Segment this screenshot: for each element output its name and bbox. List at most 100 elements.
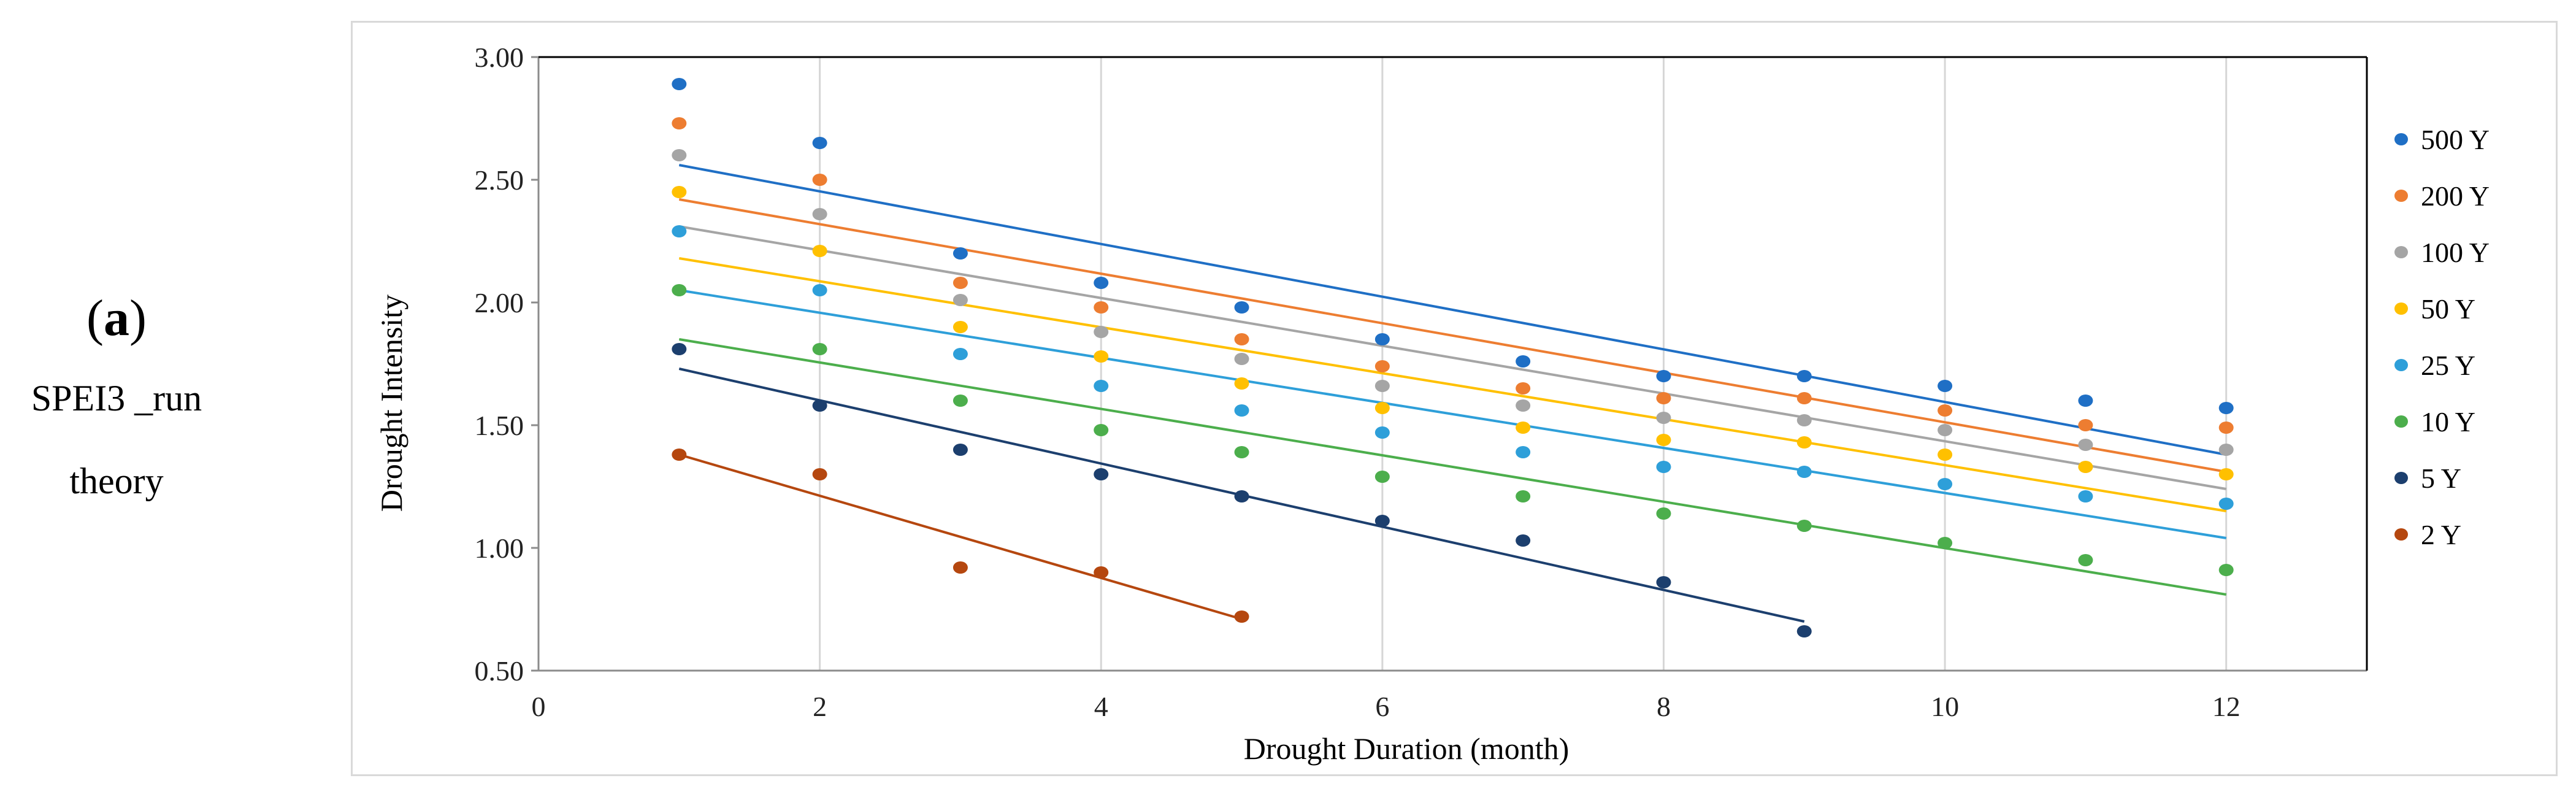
data-point-10y bbox=[1374, 471, 1390, 483]
data-point-500y bbox=[2078, 395, 2093, 407]
trendline-100y bbox=[678, 225, 2227, 490]
data-point-10y bbox=[1516, 490, 1531, 502]
data-point-50y bbox=[1094, 350, 1109, 363]
data-point-100y bbox=[812, 208, 827, 220]
tick-layer: 0.50 1.00 1.50 2.00 2.50 3.00 0 2 4 6 8 10 12 bbox=[475, 42, 2241, 722]
data-point-500y bbox=[1938, 380, 1953, 392]
data-point-50y bbox=[2078, 461, 2093, 473]
data-point-100y bbox=[953, 294, 968, 306]
data-point-200y bbox=[953, 277, 968, 289]
data-point-100y bbox=[1656, 412, 1671, 424]
panel-label-close: ) bbox=[129, 290, 147, 347]
trendline-10y bbox=[678, 338, 2227, 596]
legend-marker-2y bbox=[2394, 528, 2408, 541]
y-tick-label: 2.00 bbox=[475, 287, 524, 318]
legend-marker-25y bbox=[2394, 359, 2408, 371]
data-point-500y bbox=[812, 137, 827, 149]
data-point-500y bbox=[953, 247, 968, 260]
data-point-10y bbox=[1656, 507, 1671, 520]
data-point-25y bbox=[2218, 498, 2234, 510]
legend-marker-100y bbox=[2394, 246, 2408, 258]
legend-marker-200y bbox=[2394, 190, 2408, 202]
data-point-5y bbox=[1656, 576, 1671, 588]
data-point-25y bbox=[1374, 426, 1390, 439]
data-point-200y bbox=[1094, 301, 1109, 314]
data-point-500y bbox=[1094, 277, 1109, 289]
x-tick-label: 12 bbox=[2212, 691, 2241, 722]
data-point-5y bbox=[1516, 534, 1531, 547]
data-point-100y bbox=[1796, 414, 1812, 426]
legend-label-2y: 2 Y bbox=[2421, 519, 2461, 550]
data-point-25y bbox=[1094, 380, 1109, 392]
data-point-100y bbox=[672, 149, 687, 161]
data-point-2y bbox=[812, 468, 827, 480]
data-point-10y bbox=[1796, 520, 1812, 532]
data-point-10y bbox=[1938, 537, 1953, 549]
data-point-500y bbox=[1374, 333, 1390, 345]
data-point-100y bbox=[1938, 424, 1953, 436]
data-point-200y bbox=[1938, 404, 1953, 417]
legend-marker-500y bbox=[2394, 133, 2408, 145]
data-point-10y bbox=[2078, 554, 2093, 566]
data-point-25y bbox=[1938, 478, 1953, 490]
trendline-25y bbox=[678, 289, 2227, 539]
data-point-500y bbox=[1516, 355, 1531, 368]
y-axis-title: Drought Intensity bbox=[374, 295, 408, 512]
legend-label-25y: 25 Y bbox=[2421, 350, 2475, 381]
point-layer bbox=[672, 78, 2234, 637]
trend-layer bbox=[678, 164, 2227, 623]
theory-label: theory bbox=[69, 461, 164, 501]
data-point-200y bbox=[1516, 382, 1531, 395]
data-point-200y bbox=[1656, 392, 1671, 404]
method-label: SPEI3 _run bbox=[31, 378, 202, 418]
data-point-10y bbox=[812, 343, 827, 355]
data-point-2y bbox=[953, 561, 968, 574]
panel-label-open: ( bbox=[86, 290, 104, 347]
chart-svg: 0.50 1.00 1.50 2.00 2.50 3.00 0 2 4 6 8 10 12 Drough… bbox=[374, 42, 2490, 766]
data-point-25y bbox=[672, 225, 687, 237]
data-point-200y bbox=[2078, 419, 2093, 431]
legend-label-500y: 500 Y bbox=[2421, 124, 2490, 155]
x-tick-label: 2 bbox=[813, 691, 827, 722]
data-point-100y bbox=[1234, 353, 1249, 365]
trendline-200y bbox=[678, 198, 2227, 473]
data-point-25y bbox=[1796, 466, 1812, 478]
data-point-25y bbox=[2078, 490, 2093, 502]
y-tick-label: 2.50 bbox=[475, 164, 524, 196]
x-tick-label: 4 bbox=[1094, 691, 1108, 722]
legend: 500 Y 200 Y 100 Y 50 Y 25 Y 10 Y 5 Y 2 Y bbox=[2394, 124, 2490, 550]
legend-label-200y: 200 Y bbox=[2421, 180, 2490, 212]
legend-marker-50y bbox=[2394, 302, 2408, 315]
data-point-5y bbox=[953, 444, 968, 456]
data-point-100y bbox=[2078, 439, 2093, 451]
legend-marker-5y bbox=[2394, 472, 2408, 484]
data-point-25y bbox=[1234, 404, 1249, 417]
data-point-10y bbox=[2218, 564, 2234, 576]
data-point-25y bbox=[812, 284, 827, 296]
data-point-200y bbox=[1374, 360, 1390, 372]
y-tick-label: 0.50 bbox=[475, 655, 524, 687]
y-tick-label: 1.50 bbox=[475, 410, 524, 441]
data-point-100y bbox=[1374, 380, 1390, 392]
data-point-50y bbox=[1796, 436, 1812, 449]
data-point-200y bbox=[812, 174, 827, 186]
data-point-2y bbox=[672, 449, 687, 461]
data-point-50y bbox=[1938, 449, 1953, 461]
panel-label: (a) bbox=[0, 288, 233, 348]
x-tick-label: 6 bbox=[1375, 691, 1389, 722]
data-point-5y bbox=[812, 399, 827, 412]
data-point-200y bbox=[672, 117, 687, 129]
legend-label-100y: 100 Y bbox=[2421, 237, 2490, 268]
data-point-50y bbox=[1656, 434, 1671, 446]
x-tick-label: 0 bbox=[532, 691, 546, 722]
data-point-5y bbox=[672, 343, 687, 355]
x-axis-title: Drought Duration (month) bbox=[1244, 731, 1569, 766]
data-point-10y bbox=[672, 284, 687, 296]
data-point-500y bbox=[2218, 402, 2234, 414]
data-point-10y bbox=[1094, 424, 1109, 436]
legend-label-10y: 10 Y bbox=[2421, 406, 2475, 437]
data-point-2y bbox=[1094, 566, 1109, 579]
y-tick-label: 3.00 bbox=[475, 42, 524, 73]
data-point-25y bbox=[1656, 461, 1671, 473]
trendline-50y bbox=[678, 257, 2227, 512]
